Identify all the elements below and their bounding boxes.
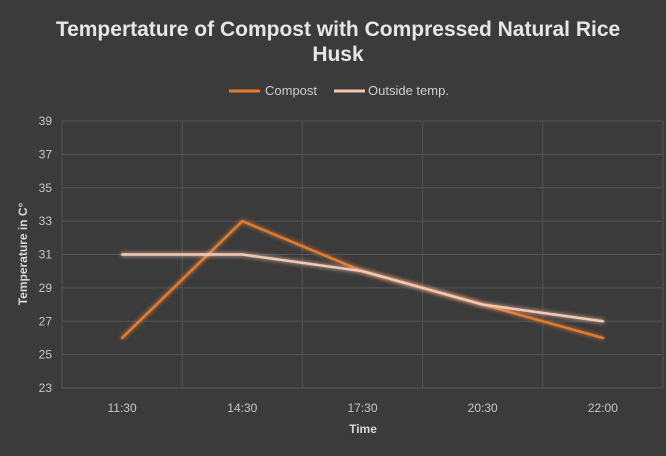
legend: Compost Outside temp.: [229, 83, 449, 98]
y-tick-label: 27: [39, 314, 53, 328]
y-tick-label: 37: [39, 147, 53, 161]
x-tick-label: 14:30: [227, 401, 257, 415]
x-axis-title: Time: [349, 422, 377, 436]
x-tick-label: 22:00: [588, 401, 618, 415]
x-tick-label: 11:30: [108, 401, 137, 415]
y-axis-title: Temperature in C°: [16, 203, 30, 306]
x-tick-label: 17:30: [347, 401, 377, 415]
y-tick-label: 33: [39, 214, 53, 228]
y-tick-label: 29: [39, 281, 53, 295]
y-axis-ticks: 23 25 27 29 31 33 35 37 39: [39, 114, 53, 395]
series: [120, 219, 605, 340]
y-tick-label: 39: [39, 114, 53, 128]
chart-title-line-2: Husk: [312, 43, 364, 66]
legend-label-compost: Compost: [265, 83, 317, 98]
y-tick-label: 31: [39, 248, 53, 262]
x-axis-ticks: 11:30 14:30 17:30 20:30 22:00: [108, 401, 619, 415]
series-line-compost: [120, 219, 605, 340]
legend-label-outside-temp: Outside temp.: [368, 83, 449, 98]
x-tick-label: 20:30: [468, 401, 498, 415]
chart-title-line-1: Tempertature of Compost with Compressed …: [56, 18, 620, 41]
y-tick-label: 23: [39, 381, 53, 395]
series-line-outside-temp: [120, 253, 605, 323]
y-tick-label: 35: [39, 181, 53, 195]
y-tick-label: 25: [39, 348, 53, 362]
